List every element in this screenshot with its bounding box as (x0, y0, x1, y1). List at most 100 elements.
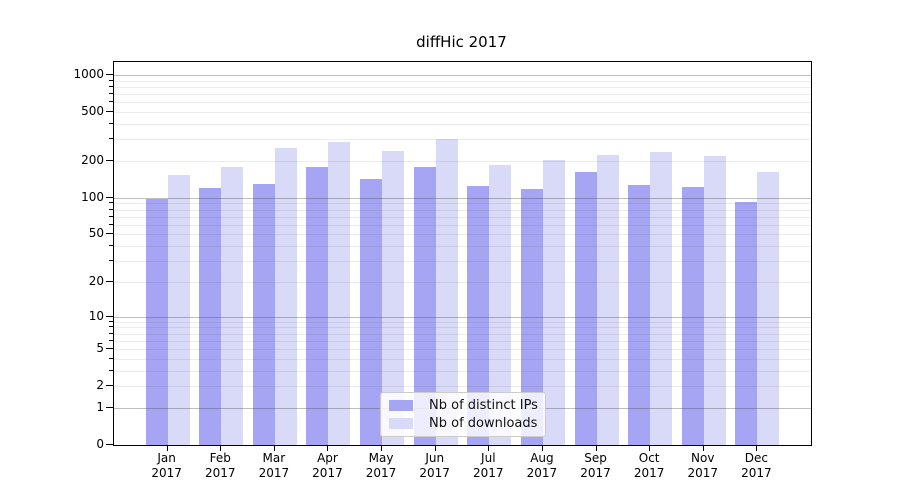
y-minor-tick (109, 111, 113, 113)
minor-gridline (114, 358, 811, 360)
bar-downloads-Feb (221, 166, 244, 445)
y-tick-label: 0 (96, 437, 104, 451)
minor-gridline (114, 327, 811, 329)
minor-gridline (114, 386, 811, 388)
bar-distinct-ips-May (360, 179, 383, 445)
x-tick (756, 445, 758, 451)
x-tick (434, 445, 436, 451)
minor-gridline (114, 349, 811, 351)
y-tick (106, 74, 113, 75)
x-tick (327, 445, 329, 451)
y-minor-tick (109, 233, 113, 235)
chart-title: diffHic 2017 (416, 33, 507, 51)
y-minor-tick (109, 357, 113, 359)
minor-gridline (114, 246, 811, 248)
y-minor-tick (109, 122, 113, 124)
y-tick-label: 1000 (73, 67, 104, 81)
x-tick-label: Aug 2017 (526, 451, 558, 480)
bar-downloads-Jan (167, 174, 190, 445)
minor-gridline (114, 281, 811, 283)
bar-distinct-ips-Jul (467, 185, 490, 445)
y-minor-tick (109, 245, 113, 247)
bar-distinct-ips-Nov (681, 186, 704, 445)
y-minor-tick (109, 369, 113, 371)
y-tick-label: 10 (88, 308, 104, 323)
bar-distinct-ips-Mar (252, 183, 275, 445)
x-tick-label: Apr 2017 (312, 451, 343, 480)
legend-label: Nb of distinct IPs (429, 398, 538, 413)
y-tick (106, 406, 113, 408)
y-tick-label: 100 (81, 189, 104, 204)
bar-downloads-Dec (757, 172, 780, 445)
y-minor-tick (109, 208, 113, 210)
x-tick-label: Jun 2017 (419, 451, 450, 480)
bar-downloads-Apr (328, 141, 351, 445)
x-tick-label: Feb 2017 (204, 451, 236, 480)
bar-distinct-ips-Jan (145, 199, 168, 445)
y-tick-label: 5 (96, 341, 104, 356)
x-tick (488, 445, 490, 451)
bar-distinct-ips-Aug (520, 189, 543, 445)
legend-label: Nb of downloads (429, 416, 538, 431)
bar-downloads-Aug (542, 159, 565, 445)
x-tick-label: Mar 2017 (258, 451, 290, 480)
minor-gridline (114, 216, 811, 218)
y-minor-tick (109, 332, 113, 334)
y-tick-label: 50 (88, 226, 104, 241)
minor-gridline (114, 102, 811, 104)
x-tick-label: May 2017 (365, 451, 397, 480)
y-minor-tick (109, 138, 113, 140)
bar-downloads-Mar (274, 147, 297, 445)
minor-gridline (114, 160, 811, 162)
bar-distinct-ips-Oct (628, 185, 651, 445)
minor-gridline (114, 234, 811, 236)
minor-gridline (114, 261, 811, 263)
minor-gridline (114, 321, 811, 323)
plot-area (113, 61, 812, 446)
y-minor-tick (109, 93, 113, 95)
y-tick (106, 315, 113, 317)
y-tick-label: 1 (96, 399, 104, 414)
minor-gridline (114, 139, 811, 141)
x-tick-label: Sep 2017 (580, 451, 611, 480)
minor-gridline (114, 209, 811, 211)
y-minor-tick (109, 159, 113, 161)
y-minor-tick (109, 85, 113, 87)
minor-gridline (114, 94, 811, 96)
y-minor-tick (109, 223, 113, 225)
x-tick (702, 445, 704, 451)
x-tick (595, 445, 597, 451)
y-minor-tick (109, 320, 113, 322)
minor-gridline (114, 340, 811, 342)
minor-gridline (114, 80, 811, 82)
bar-downloads-Oct (650, 152, 673, 445)
y-tick-label: 200 (81, 152, 104, 167)
bar-downloads-Jul (489, 164, 512, 445)
x-tick-label: Dec 2017 (741, 451, 772, 480)
bar-distinct-ips-Sep (574, 171, 597, 445)
x-tick (649, 445, 651, 451)
x-tick (220, 445, 222, 451)
y-minor-tick (109, 260, 113, 262)
minor-gridline (114, 333, 811, 335)
bar-distinct-ips-Dec (735, 201, 758, 445)
bar-distinct-ips-Feb (199, 188, 222, 445)
x-tick (166, 445, 168, 451)
minor-gridline (114, 370, 811, 372)
y-minor-tick (109, 280, 113, 282)
minor-gridline (114, 86, 811, 88)
x-tick-label: Oct 2017 (633, 451, 665, 480)
y-minor-tick (109, 215, 113, 217)
legend-item: Nb of downloads (389, 416, 537, 431)
x-tick (381, 445, 383, 451)
y-tick (106, 444, 113, 445)
y-tick-label: 500 (81, 104, 104, 119)
x-tick-label: Nov 2017 (687, 451, 719, 480)
bar-distinct-ips-Apr (306, 166, 329, 445)
y-minor-tick (109, 79, 113, 81)
y-minor-tick (109, 385, 113, 387)
bar-downloads-Jun (435, 139, 458, 445)
x-tick (273, 445, 275, 451)
x-tick (541, 445, 543, 451)
